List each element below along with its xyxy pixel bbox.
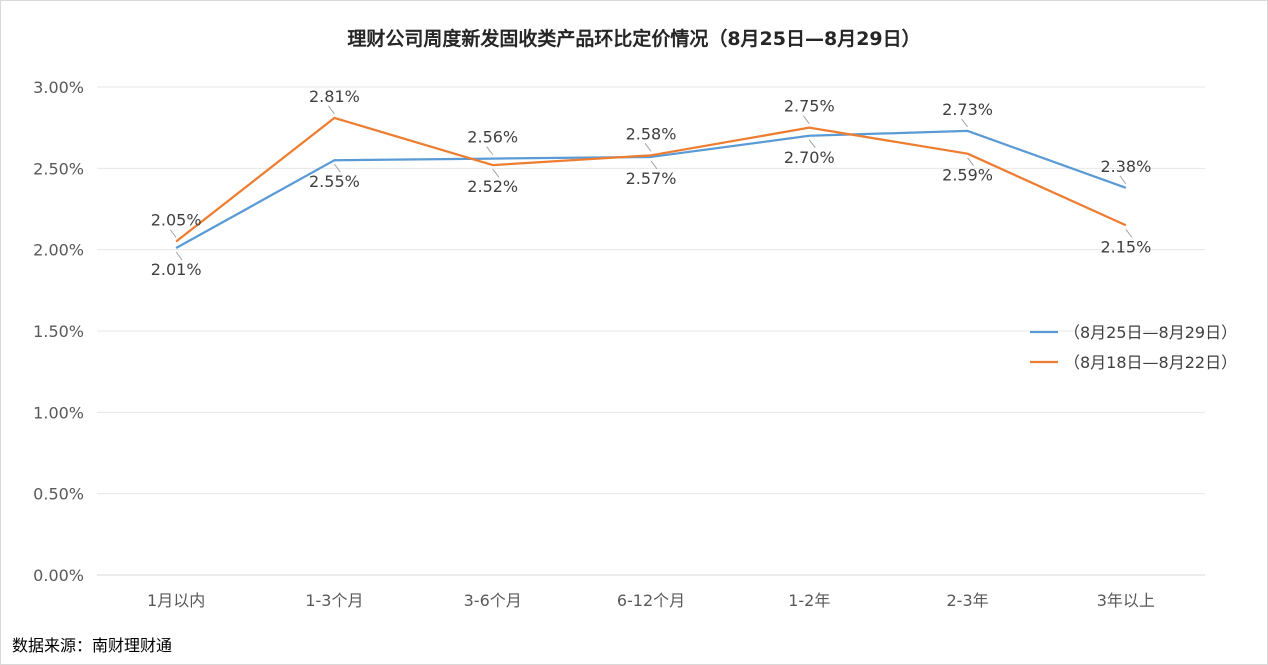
series-line-current-week (175, 129, 1127, 250)
series-line-previous-week (175, 116, 1127, 243)
data-label-previous-week: 2.75% (784, 97, 835, 116)
data-label-previous-week: 2.81% (309, 87, 360, 106)
leader-line (967, 157, 974, 166)
data-label-current-week: 2.38% (1100, 157, 1151, 176)
leader-line (334, 163, 341, 173)
data-label-previous-week: 2.05% (151, 211, 202, 230)
y-tick-label: 0.00% (33, 566, 84, 585)
x-tick-label: 2-3年 (947, 591, 989, 610)
data-label-previous-week: 2.52% (467, 177, 518, 196)
y-tick-label: 2.50% (33, 159, 84, 178)
data-label-previous-week: 2.58% (626, 124, 677, 143)
leader-line (492, 168, 500, 178)
leader-line (1125, 228, 1133, 238)
leader-line (328, 105, 335, 115)
leader-line (175, 251, 183, 261)
data-source: 数据来源：南财理财通 (12, 636, 173, 655)
y-tick-label: 1.00% (33, 403, 84, 422)
y-tick-label: 1.50% (33, 322, 84, 341)
x-tick-label: 3-6个月 (464, 591, 522, 610)
data-label-previous-week: 2.15% (1100, 237, 1151, 256)
data-label-current-week: 2.56% (467, 128, 518, 147)
leader-line (802, 115, 810, 124)
leader-line (808, 139, 816, 149)
leader-line (169, 229, 177, 238)
data-label-current-week: 2.73% (942, 100, 993, 119)
leader-line (650, 160, 658, 170)
y-tick-label: 3.00% (33, 78, 84, 97)
data-label-current-week: 2.57% (626, 169, 677, 188)
data-label-current-week: 2.01% (151, 260, 202, 279)
leader-line (644, 143, 652, 152)
y-tick-label: 2.00% (33, 241, 84, 260)
x-tick-label: 1-3个月 (305, 591, 363, 610)
leader-line (1119, 175, 1127, 185)
leader-line (486, 146, 494, 155)
x-tick-label: 1-2年 (788, 591, 830, 610)
x-tick-label: 3年以上 (1097, 591, 1155, 610)
leader-line (961, 118, 968, 128)
y-tick-label: 0.50% (33, 485, 84, 504)
x-tick-label: 6-12个月 (617, 591, 685, 610)
legend-label: （8月18日—8月22日） (1064, 353, 1237, 372)
legend-label: （8月25日—8月29日） (1064, 323, 1237, 342)
data-label-previous-week: 2.59% (942, 166, 993, 185)
chart-title: 理财公司周度新发固收类产品环比定价情况（8月25日—8月29日） (347, 28, 921, 50)
data-label-current-week: 2.55% (309, 172, 360, 191)
data-label-current-week: 2.70% (784, 148, 835, 167)
x-tick-label: 1月以内 (147, 591, 205, 610)
